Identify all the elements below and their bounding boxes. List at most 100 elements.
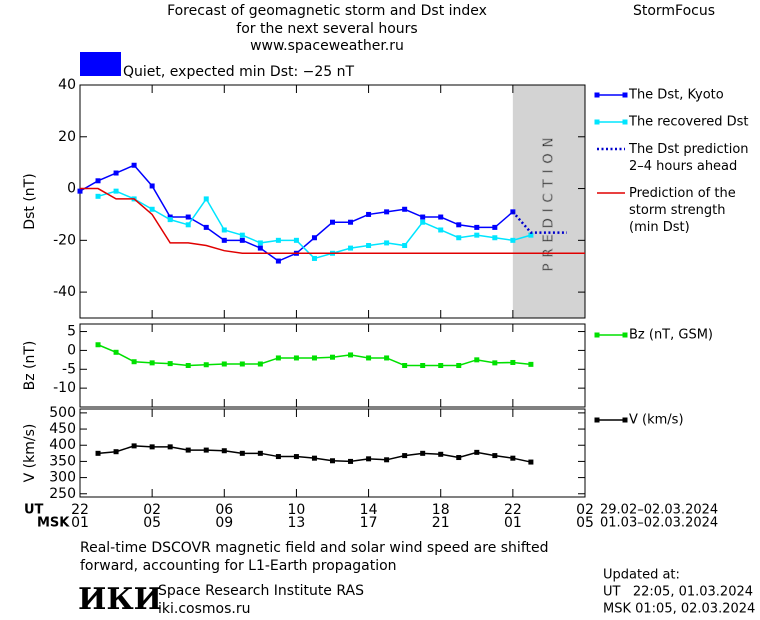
data-point xyxy=(492,224,498,230)
y-tick-label: -10 xyxy=(53,380,76,396)
data-point xyxy=(474,232,480,238)
data-point xyxy=(348,458,354,464)
data-point xyxy=(366,456,372,462)
data-point xyxy=(420,219,426,225)
data-point xyxy=(185,447,191,453)
data-point xyxy=(384,240,390,246)
data-point xyxy=(131,359,137,365)
data-point xyxy=(366,211,372,217)
brand: StormFocus xyxy=(633,3,715,19)
series-line xyxy=(79,164,514,262)
data-point xyxy=(113,449,119,455)
data-point xyxy=(330,458,335,464)
data-point xyxy=(203,362,209,368)
site: iki.cosmos.ru xyxy=(158,601,250,617)
y-tick-label: 450 xyxy=(49,421,76,437)
y-tick-label: 40 xyxy=(58,77,76,93)
page-subtitle: for the next several hours xyxy=(236,21,417,37)
x-date-range: 29.02–02.03.2024 xyxy=(600,503,718,518)
x2-tick-label: 05 xyxy=(576,515,594,531)
y-tick-label: 0 xyxy=(67,181,76,197)
data-point xyxy=(113,170,119,176)
data-point xyxy=(311,355,317,361)
x2-tick-label: 09 xyxy=(215,515,233,531)
x2-tick-label: 21 xyxy=(432,515,450,531)
data-point xyxy=(456,222,462,228)
prediction-label: PREDICTION xyxy=(541,132,556,272)
legend-marker xyxy=(594,119,600,125)
data-point xyxy=(528,232,534,238)
data-point xyxy=(402,206,408,212)
data-point xyxy=(384,209,390,215)
legend-marker xyxy=(622,92,628,98)
x2-tick-label: 05 xyxy=(143,515,161,531)
data-point xyxy=(420,214,426,220)
data-point xyxy=(221,361,227,367)
x-tick-label: 10 xyxy=(288,502,306,518)
data-point xyxy=(149,444,155,450)
data-point xyxy=(149,360,155,366)
data-point xyxy=(528,361,534,367)
data-point xyxy=(275,355,281,361)
x2-tick-label: 17 xyxy=(360,515,378,531)
data-point xyxy=(474,224,480,230)
x-tick-label: 22 xyxy=(71,502,89,518)
y-tick-label: 400 xyxy=(49,437,76,453)
data-point xyxy=(257,240,263,246)
updated-label: Updated at: xyxy=(603,568,680,583)
logo: ИКИ xyxy=(78,582,162,617)
y-tick-label: -20 xyxy=(53,232,76,248)
y-tick-label: 300 xyxy=(49,470,76,486)
x2-tick-label: 13 xyxy=(288,515,306,531)
data-point xyxy=(221,227,227,233)
status-swatch xyxy=(80,52,121,76)
legend-marker xyxy=(594,92,600,98)
series-line xyxy=(511,211,567,234)
panel-frame xyxy=(79,323,586,408)
y-tick-label: 5 xyxy=(67,324,76,340)
legend-label: V (km/s) xyxy=(629,413,684,428)
legend-marker xyxy=(594,417,600,423)
data-point xyxy=(456,455,462,461)
y-axis-label: Dst (nT) xyxy=(22,173,38,229)
data-point xyxy=(420,450,426,456)
x2-tick-label: 01 xyxy=(71,515,89,531)
data-point xyxy=(239,237,245,243)
x2-axis-label: MSK xyxy=(37,516,70,531)
data-point xyxy=(275,258,281,264)
prediction-region xyxy=(512,85,585,318)
y-tick-label: 250 xyxy=(49,486,76,502)
data-point xyxy=(257,450,263,456)
data-point xyxy=(257,361,263,367)
x-tick-label: 22 xyxy=(504,502,522,518)
data-point xyxy=(474,449,480,455)
data-point xyxy=(456,363,462,368)
data-point xyxy=(95,450,101,456)
series-line xyxy=(97,344,531,367)
data-point xyxy=(330,219,335,225)
data-point xyxy=(185,222,191,228)
x2-tick-label: 01 xyxy=(504,515,522,531)
data-point xyxy=(275,237,281,243)
data-point xyxy=(203,447,209,453)
legend-marker xyxy=(594,332,600,338)
data-point xyxy=(348,219,354,225)
y-axis-label: Bz (nT) xyxy=(22,341,38,391)
data-point xyxy=(95,342,101,348)
data-point xyxy=(167,444,173,450)
series-line xyxy=(80,187,585,255)
data-point xyxy=(348,352,354,358)
data-point xyxy=(95,193,101,199)
data-point xyxy=(167,361,173,367)
data-point xyxy=(492,360,498,366)
data-point xyxy=(456,235,462,241)
data-point xyxy=(348,245,354,251)
data-point xyxy=(510,455,516,461)
data-point xyxy=(293,237,299,243)
data-point xyxy=(77,188,83,194)
data-point xyxy=(438,227,444,233)
data-point xyxy=(311,235,317,241)
data-point xyxy=(402,453,408,459)
y-axis-label: V (km/s) xyxy=(22,424,38,483)
